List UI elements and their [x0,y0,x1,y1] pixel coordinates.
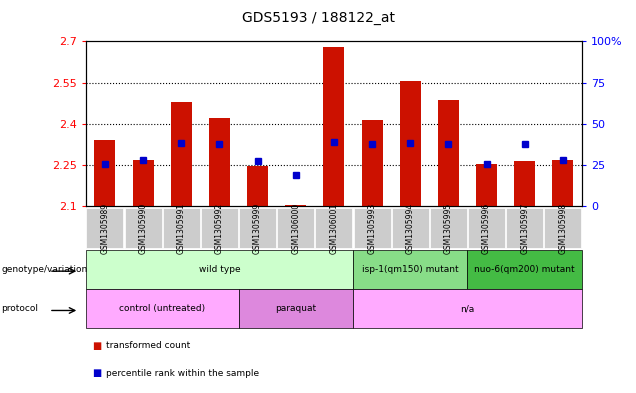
Text: GDS5193 / 188122_at: GDS5193 / 188122_at [242,11,394,25]
Text: GSM1305992: GSM1305992 [215,202,224,253]
Bar [515,161,536,206]
Text: paraquat: paraquat [275,304,316,313]
Text: GSM1305989: GSM1305989 [100,202,109,253]
Text: transformed count: transformed count [106,342,190,350]
Bar [132,160,154,206]
Text: control (untreated): control (untreated) [119,304,205,313]
Bar [476,164,497,206]
Bar [171,102,192,206]
Text: genotype/variation: genotype/variation [1,265,88,274]
Text: GSM1305993: GSM1305993 [368,202,377,253]
Text: nuo-6(qm200) mutant: nuo-6(qm200) mutant [474,265,575,274]
Text: percentile rank within the sample: percentile rank within the sample [106,369,259,378]
Bar [400,81,421,206]
Bar [285,205,307,206]
Text: GSM1305995: GSM1305995 [444,202,453,253]
Text: GSM1305997: GSM1305997 [520,202,529,253]
Text: ■: ■ [92,341,102,351]
Text: GSM1305999: GSM1305999 [253,202,262,253]
Text: GSM1305994: GSM1305994 [406,202,415,253]
Bar [324,47,345,206]
Bar [209,118,230,206]
Bar [438,101,459,206]
Text: GSM1305991: GSM1305991 [177,202,186,253]
Text: isp-1(qm150) mutant: isp-1(qm150) mutant [362,265,459,274]
Text: protocol: protocol [1,304,38,313]
Bar [247,167,268,206]
Bar [94,140,116,206]
Text: GSM1306000: GSM1306000 [291,202,300,253]
Text: GSM1305998: GSM1305998 [558,202,567,253]
Text: GSM1306001: GSM1306001 [329,202,338,253]
Text: GSM1305990: GSM1305990 [139,202,148,253]
Text: ■: ■ [92,368,102,378]
Text: n/a: n/a [460,304,474,313]
Bar [362,120,383,206]
Text: GSM1305996: GSM1305996 [482,202,491,253]
Text: wild type: wild type [198,265,240,274]
Bar [552,160,574,206]
